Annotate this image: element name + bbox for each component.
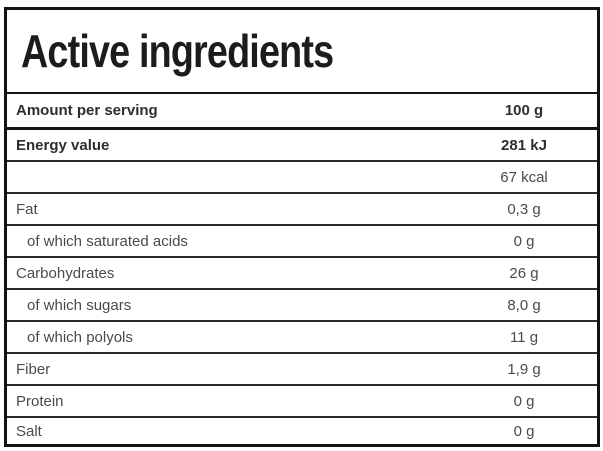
nutrient-value: 8,0 g xyxy=(507,296,541,314)
nutrient-label: Fat xyxy=(16,200,38,218)
table-row: of which polyols 11 g xyxy=(7,322,597,354)
table-title-section: Active ingredients xyxy=(7,10,597,94)
nutrient-label: of which sugars xyxy=(27,296,132,314)
table-row: of which sugars 8,0 g xyxy=(7,290,597,322)
nutrient-label: of which saturated acids xyxy=(27,232,188,250)
nutrient-value: 0 g xyxy=(513,232,535,250)
table-title: Active ingredients xyxy=(21,25,334,77)
nutrient-value: 11 g xyxy=(509,328,539,346)
nutrient-label: Energy value xyxy=(16,136,110,154)
nutrient-value: 1,9 g xyxy=(507,360,541,378)
table-row: Salt 0 g xyxy=(7,418,597,444)
nutrition-facts-table: Active ingredients Amount per serving 10… xyxy=(4,7,600,447)
table-row: Protein 0 g xyxy=(7,386,597,418)
nutrient-value: 67 kcal xyxy=(500,168,548,186)
nutrient-value: 281 kJ xyxy=(501,136,547,154)
nutrient-label: Fiber xyxy=(16,360,51,378)
table-row: 67 kcal xyxy=(7,162,597,194)
nutrient-label: of which polyols xyxy=(27,328,133,346)
serving-header-label: Amount per serving xyxy=(16,102,158,119)
table-row: of which saturated acids 0 g xyxy=(7,226,597,258)
nutrient-value: 0 g xyxy=(513,392,535,410)
nutrient-value: 0 g xyxy=(513,422,535,440)
nutrient-label: Salt xyxy=(16,422,42,440)
nutrient-label: Carbohydrates xyxy=(16,264,115,282)
nutrient-value: 0,3 g xyxy=(507,200,541,218)
table-row: Carbohydrates 26 g xyxy=(7,258,597,290)
serving-header-row: Amount per serving 100 g xyxy=(7,94,597,130)
table-row: Energy value 281 kJ xyxy=(7,130,597,162)
table-row: Fat 0,3 g xyxy=(7,194,597,226)
table-row: Fiber 1,9 g xyxy=(7,354,597,386)
nutrient-label: Protein xyxy=(16,392,64,410)
serving-header-value: 100 g xyxy=(504,102,544,119)
nutrient-value: 26 g xyxy=(509,264,539,282)
